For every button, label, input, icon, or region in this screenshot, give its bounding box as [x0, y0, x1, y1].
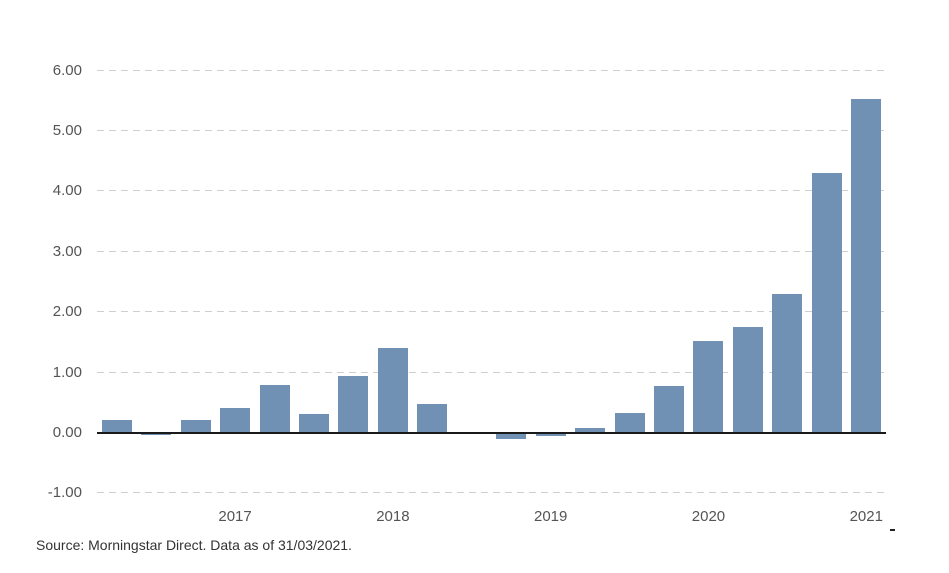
y-tick-label: 6.00	[52, 61, 82, 79]
bar	[220, 407, 251, 433]
x-tick-label: 2021	[849, 508, 883, 525]
bar	[575, 428, 606, 433]
bar	[496, 433, 527, 439]
bar	[338, 375, 369, 433]
y-tick-label: -1.00	[47, 484, 82, 502]
x-tick-label: 2019	[533, 508, 568, 525]
bar	[180, 419, 211, 433]
bar	[535, 433, 566, 436]
bar	[851, 99, 882, 433]
gridline	[97, 190, 886, 192]
bar	[693, 340, 724, 433]
gridline	[97, 69, 886, 71]
bar	[298, 414, 329, 433]
bar	[377, 347, 408, 433]
gridline	[97, 492, 886, 494]
x-tick-label: 2020	[691, 508, 726, 525]
stray-dash-mark	[890, 529, 895, 531]
gridline	[97, 371, 886, 373]
bar	[654, 385, 685, 433]
gridline	[97, 130, 886, 131]
bar	[772, 293, 803, 433]
gridline	[97, 311, 886, 313]
bar	[141, 433, 172, 436]
x-axis-baseline	[97, 431, 886, 434]
y-tick-label: 0.00	[52, 424, 82, 441]
bar	[732, 326, 763, 433]
y-tick-label: 5.00	[52, 122, 82, 139]
bar	[811, 172, 842, 433]
y-tick-label: 1.00	[52, 363, 82, 381]
bar	[417, 403, 448, 433]
y-tick-label: 3.00	[52, 242, 82, 260]
source-note: Source: Morningstar Direct. Data as of 3…	[36, 537, 352, 553]
y-tick-label: 2.00	[52, 303, 82, 321]
bar	[614, 413, 645, 433]
y-tick-label: 4.00	[52, 182, 82, 200]
bar	[259, 385, 290, 433]
x-tick-label: 2017	[218, 508, 252, 525]
bar	[101, 420, 132, 433]
x-tick-label: 2018	[376, 508, 410, 525]
gridline	[97, 250, 886, 252]
